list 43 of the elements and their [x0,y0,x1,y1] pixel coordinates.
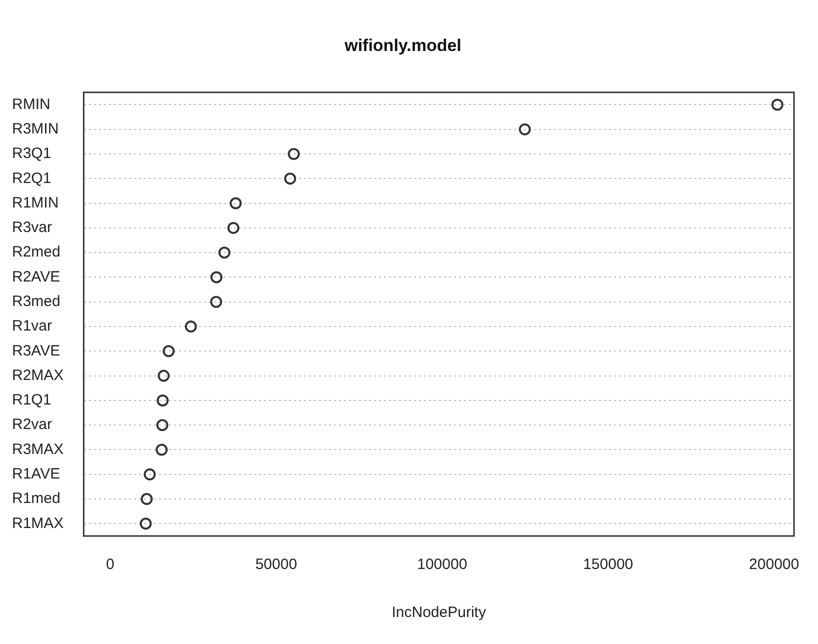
point [218,246,230,259]
x-tick-label: 100000 [417,556,468,574]
point [227,222,240,234]
point [156,419,168,432]
y-tick-label: R2med [12,244,60,261]
point [288,148,300,160]
y-tick-label: RMIN [12,96,50,113]
point [144,468,156,480]
y-tick-label: R3MIN [12,120,59,138]
y-tick-label: R1var [12,318,52,335]
point [210,271,222,284]
y-tick-label: R3MAX [12,440,64,458]
point [140,518,152,530]
y-tick-label: R1MAX [12,514,64,532]
point [156,444,168,456]
point [140,493,153,506]
x-tick-label: 0 [106,556,114,574]
x-axis-title: IncNodePurity [392,604,486,622]
x-tick-label: 50000 [255,556,298,574]
y-tick-label: R1MIN [12,194,59,212]
y-tick-label: R2MAX [12,366,64,384]
x-tick-label: 150000 [583,556,634,574]
y-tick-label: R3Q1 [12,145,52,162]
point [210,296,222,308]
y-tick-label: R1med [12,490,60,508]
y-tick-label: R2var [12,416,52,434]
y-tick-label: R2AVE [12,268,60,286]
chart-title: wifionly.model [344,36,462,55]
point [184,320,197,333]
y-tick-label: R3AVE [12,342,60,360]
x-tick-label: 200000 [749,556,800,574]
point [230,197,242,210]
y-tick-label: R1AVE [12,466,60,483]
point [284,172,296,185]
y-tick-label: R1Q1 [12,392,52,409]
point [518,123,531,136]
point [156,394,169,406]
point [158,370,170,382]
point [771,98,784,111]
y-tick-label: R3var [12,219,52,236]
y-tick-label: R2Q1 [12,170,52,187]
y-tick-label: R3med [12,293,60,310]
point [162,345,175,358]
